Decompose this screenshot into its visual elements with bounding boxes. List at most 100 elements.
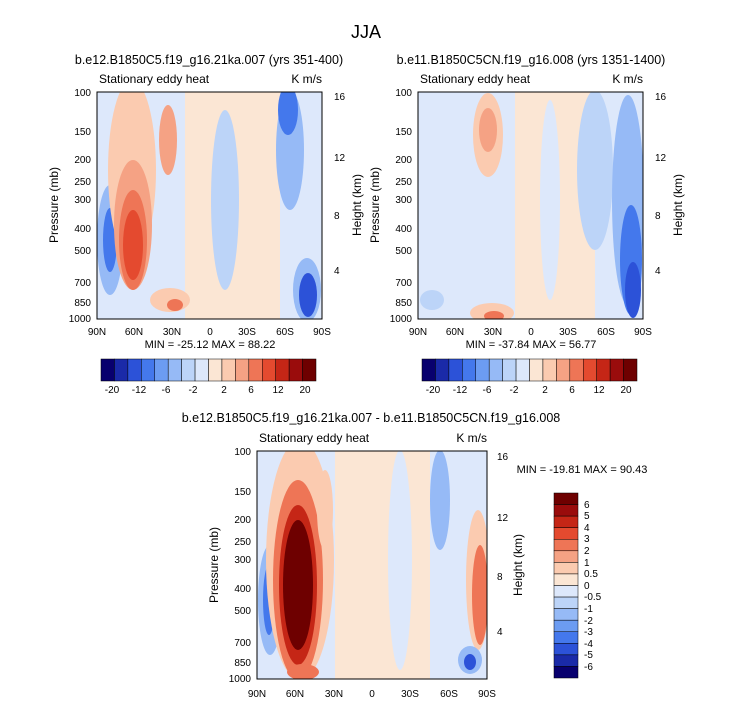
panel-c-frame: [256, 450, 488, 680]
colorbar-swatch: [553, 550, 579, 563]
y-tick-label: 1000: [229, 674, 252, 685]
panel-a-subtitle: Stationary eddy heat: [99, 72, 210, 86]
y-right-tick-label: 4: [334, 266, 340, 277]
panel-c-ylabel-right: Height (km): [511, 534, 525, 596]
y-tick-label: 700: [395, 278, 412, 289]
y-tick-label: 400: [234, 584, 251, 595]
colorbar-label: -12: [132, 385, 147, 396]
y-tick-label: 500: [74, 246, 91, 257]
colorbar-swatch: [141, 358, 155, 382]
colorbar-swatch: [194, 358, 209, 382]
contour-positive-core: [484, 311, 504, 319]
y-tick-label: 1000: [390, 314, 413, 325]
figure-title: JJA: [351, 22, 381, 42]
colorbar-swatch: [623, 358, 638, 382]
colorbar-swatch: [127, 358, 142, 382]
panel-a-title: b.e12.B1850C5.f19_g16.21ka.007 (yrs 351-…: [75, 53, 343, 67]
colorbar-label: 3: [584, 534, 590, 545]
panel-c-subtitle: Stationary eddy heat: [259, 431, 370, 445]
colorbar-swatch: [435, 358, 450, 382]
panel-b-y-ticks: 100 150 200 250 300 400 500 700 850 1000: [390, 88, 413, 325]
colorbar-swatch: [542, 358, 557, 382]
y-tick-label: 850: [234, 658, 251, 669]
colorbar-label: -6: [584, 662, 593, 673]
y-tick-label: 200: [74, 155, 91, 166]
colorbar-label: -12: [453, 385, 468, 396]
colorbar-swatch: [475, 358, 490, 382]
colorbar-swatch: [275, 358, 290, 382]
colorbar-swatch: [529, 358, 544, 382]
colorbar-label: 6: [584, 500, 590, 511]
colorbar-swatch: [596, 358, 611, 382]
colorbar-label: 12: [272, 385, 284, 396]
panel-c-x-ticks: 90N 60N 30N 0 30S 60S 90S: [248, 689, 496, 700]
y-tick-label: 200: [395, 155, 412, 166]
colorbar-swatch: [609, 358, 624, 382]
panel-c-contours: [257, 451, 487, 679]
x-tick-label: 0: [369, 689, 375, 700]
panel-c-units: K m/s: [456, 431, 487, 445]
colorbar-swatch: [553, 585, 579, 598]
colorbar-label: 1: [584, 558, 590, 569]
y-right-tick-label: 16: [497, 452, 509, 463]
colorbar-swatch: [515, 358, 530, 382]
y-tick-label: 1000: [69, 314, 92, 325]
y-tick-label: 100: [395, 88, 412, 99]
x-tick-label: 60N: [125, 327, 143, 338]
colorbar-label: 4: [584, 523, 590, 534]
colorbar-label: 20: [620, 385, 632, 396]
panel-b-contours: [418, 92, 643, 319]
colorbar-swatch: [553, 596, 579, 609]
contour-positive-lobe: [159, 105, 177, 175]
panel-a-frame: [96, 91, 323, 320]
colorbar-label: -6: [162, 385, 171, 396]
x-tick-label: 30S: [401, 689, 419, 700]
panel-b-colorbar: -20 -12 -6 -2 2 6 12 20: [421, 358, 638, 396]
panel-a-stats: MIN = -25.12 MAX = 88.22: [145, 339, 276, 351]
panel-b-ylabel-right: Height (km): [671, 174, 685, 236]
panel-b-y-right-ticks: 16 12 8 4: [655, 92, 667, 277]
y-tick-label: 700: [234, 638, 251, 649]
colorbar-label: 6: [248, 385, 254, 396]
colorbar-label: -20: [426, 385, 441, 396]
colorbar-label: 0: [584, 581, 590, 592]
contour-negative-core: [625, 262, 641, 318]
y-right-tick-label: 4: [497, 627, 503, 638]
colorbar-label: -2: [189, 385, 198, 396]
x-tick-label: 30N: [484, 327, 502, 338]
colorbar-label: 2: [584, 546, 590, 557]
colorbar-label: -0.5: [584, 592, 602, 603]
colorbar-swatch: [583, 358, 597, 382]
y-tick-label: 250: [234, 537, 251, 548]
contour-positive-core: [287, 664, 319, 679]
panel-b-x-ticks: 90N 60N 30N 0 30S 60S 90S: [409, 327, 652, 338]
panel-c-y-right-ticks: 16 12 8 4: [497, 452, 509, 638]
colorbar-swatch: [553, 654, 579, 667]
x-tick-label: 60N: [286, 689, 304, 700]
contour-negative-core: [278, 92, 298, 135]
y-tick-label: 850: [74, 298, 91, 309]
panel-a-y-ticks: 100 150 200 250 300 400 500 700 850 1000: [69, 88, 92, 325]
y-tick-label: 500: [395, 246, 412, 257]
contour-negative-core: [299, 273, 317, 317]
y-tick-label: 300: [234, 555, 251, 566]
contour-positive-core: [123, 210, 143, 280]
colorbar-swatch: [569, 358, 584, 382]
colorbar-label: 6: [569, 385, 575, 396]
y-tick-label: 850: [395, 298, 412, 309]
panel-a-ylabel-right: Height (km): [350, 174, 364, 236]
colorbar-label: 5: [584, 511, 590, 522]
colorbar-swatch: [100, 358, 115, 382]
colorbar-swatch: [462, 358, 476, 382]
x-tick-label: 30S: [559, 327, 577, 338]
y-right-tick-label: 4: [655, 266, 661, 277]
y-tick-label: 300: [395, 195, 412, 206]
y-tick-label: 250: [395, 177, 412, 188]
colorbar-swatch: [262, 358, 276, 382]
colorbar-swatch: [235, 358, 250, 382]
colorbar-swatch: [553, 539, 579, 552]
colorbar-label: -4: [584, 639, 593, 650]
y-right-tick-label: 8: [655, 211, 661, 222]
contour-negative-lobe: [211, 110, 239, 290]
